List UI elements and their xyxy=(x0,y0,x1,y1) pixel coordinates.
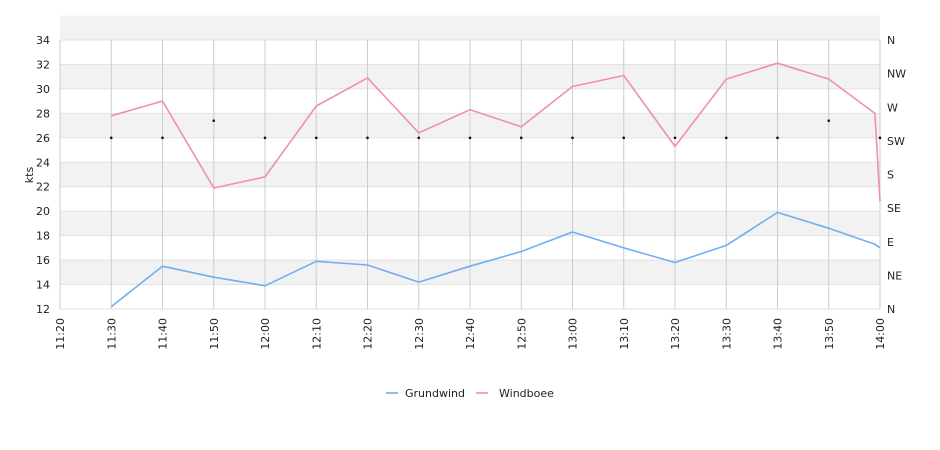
direction-markers xyxy=(109,119,882,140)
x-tick-label: 13:40 xyxy=(772,318,785,350)
x-tick-label: 12:50 xyxy=(515,318,528,350)
direction-tick-label: NE xyxy=(887,269,902,282)
direction-tick-label: N xyxy=(887,34,895,47)
direction-tick-label: S xyxy=(887,169,894,182)
x-tick-label: 12:20 xyxy=(362,318,375,350)
direction-marker xyxy=(571,136,574,140)
y-tick-label: 12 xyxy=(36,303,50,316)
direction-marker xyxy=(673,136,677,140)
y-tick-label: 18 xyxy=(36,230,50,243)
x-tick-label: 13:10 xyxy=(618,318,631,350)
direction-marker xyxy=(827,119,831,122)
direction-tick-label: NW xyxy=(887,68,906,81)
y-tick-label: 28 xyxy=(36,107,50,120)
x-tick-label: 12:30 xyxy=(413,318,426,350)
direction-marker xyxy=(776,136,779,140)
y-axis-label: kts xyxy=(23,167,36,184)
x-axis-ticks: 11:20 11:30 11:40 11:50 12:00 12:10 12:20 12:30… xyxy=(54,318,887,350)
legend-item[interactable]: Grundwind xyxy=(386,387,465,400)
x-tick-label: 12:10 xyxy=(310,318,323,350)
legend-item[interactable]: Windboee xyxy=(476,387,554,400)
legend-label: Grundwind xyxy=(405,387,465,400)
direction-tick-label: W xyxy=(887,101,898,114)
direction-axis-ticks: N NE E SE S SW W NW N xyxy=(887,34,906,316)
legend[interactable]: Grundwind Windboee xyxy=(386,387,554,400)
legend-label: Windboee xyxy=(499,387,554,400)
y-tick-label: 30 xyxy=(36,83,50,96)
x-tick-label: 13:30 xyxy=(720,318,733,350)
direction-tick-label: E xyxy=(887,236,894,249)
direction-marker xyxy=(161,136,164,140)
x-tick-label: 11:50 xyxy=(208,318,221,350)
y-tick-label: 22 xyxy=(36,181,50,194)
direction-marker xyxy=(622,136,626,140)
x-tick-label: 13:20 xyxy=(669,318,682,350)
x-tick-label: 11:40 xyxy=(157,318,170,350)
y-tick-label: 34 xyxy=(36,34,50,47)
x-tick-label: 12:40 xyxy=(464,318,477,350)
y-tick-label: 20 xyxy=(36,205,50,218)
direction-marker xyxy=(109,136,113,140)
direction-marker xyxy=(468,136,472,140)
y-tick-label: 26 xyxy=(36,132,50,145)
direction-marker xyxy=(417,136,421,140)
direction-marker xyxy=(519,136,523,140)
x-tick-label: 13:00 xyxy=(567,318,580,350)
x-tick-label: 11:20 xyxy=(54,318,67,350)
y-tick-label: 14 xyxy=(36,279,50,292)
series-lines xyxy=(110,62,881,308)
series-line xyxy=(110,211,881,308)
x-tick-label: 13:50 xyxy=(823,318,836,350)
x-tick-label: 14:00 xyxy=(874,318,887,350)
grid-band xyxy=(60,15,880,40)
direction-tick-label: SE xyxy=(887,202,901,215)
y-axis-ticks: 12 14 16 18 20 22 24 26 28 30 32 34 xyxy=(36,34,50,316)
direction-tick-label: SW xyxy=(887,135,905,148)
direction-marker xyxy=(366,136,369,140)
direction-marker xyxy=(212,119,216,122)
direction-marker xyxy=(878,136,882,140)
x-tick-label: 11:30 xyxy=(105,318,118,350)
y-tick-label: 16 xyxy=(36,254,50,267)
direction-marker xyxy=(263,136,267,140)
x-tick-label: 12:00 xyxy=(259,318,272,350)
direction-marker xyxy=(314,136,318,140)
direction-marker xyxy=(724,136,728,140)
y-tick-label: 32 xyxy=(36,58,50,71)
y-tick-label: 24 xyxy=(36,156,50,169)
direction-tick-label: N xyxy=(887,303,895,316)
grid-lines xyxy=(59,39,881,310)
series-line xyxy=(111,62,881,202)
